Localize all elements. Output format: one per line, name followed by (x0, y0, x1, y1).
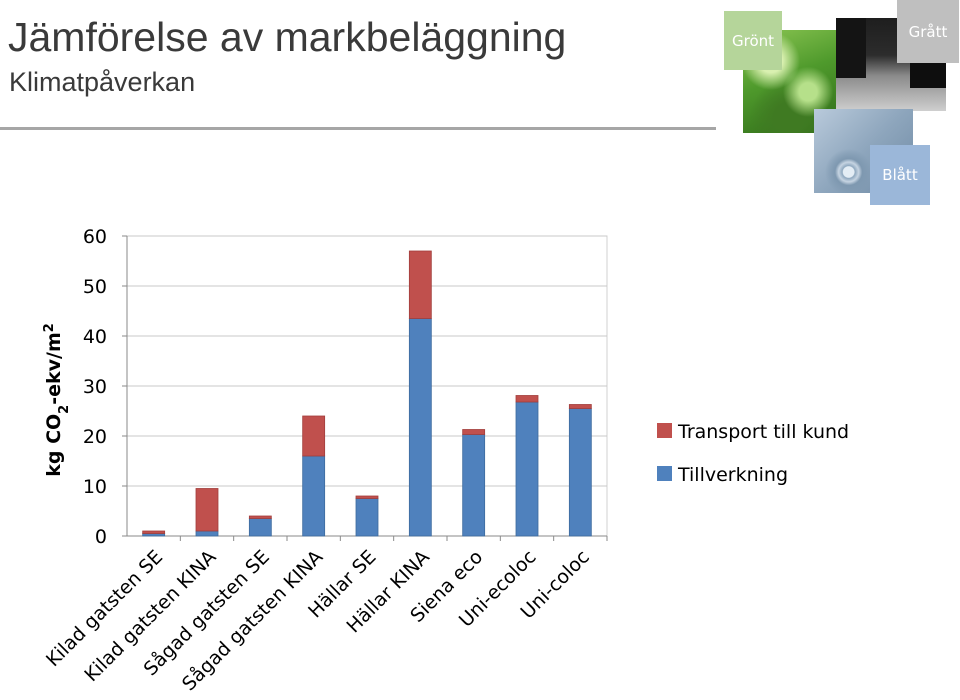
bar-segment (195, 530, 219, 537)
title-divider (0, 127, 716, 130)
bar-segment (248, 518, 272, 537)
legend-swatch (657, 423, 672, 438)
bar-segment (568, 408, 592, 537)
bar-segment (355, 498, 379, 537)
y-tick-label: 0 (95, 526, 107, 548)
legend-label: Transport till kund (677, 421, 849, 443)
tile-blatt-label: Blått (882, 166, 918, 184)
page-title: Jämförelse av markbeläggning (8, 14, 567, 60)
tile-gratt-label: Grått (908, 22, 948, 41)
bar-segment (515, 395, 539, 403)
tile-gratt: Grått (897, 0, 959, 63)
y-tick-label: 60 (83, 226, 107, 248)
bar-segment (408, 318, 432, 537)
y-tick-label: 30 (83, 376, 107, 398)
y-axis: 0 10 20 30 40 50 60 (83, 226, 607, 548)
bar-segment (248, 515, 272, 519)
legend: Transport till kund Tillverkning (657, 421, 849, 486)
bar-segment (302, 415, 326, 457)
y-tick-label: 20 (83, 426, 107, 448)
bar-segment (568, 404, 592, 409)
page-subtitle: Klimatpåverkan (9, 67, 196, 97)
legend-label: Tillverkning (677, 464, 788, 486)
bar-segment (195, 488, 219, 532)
tile-gront: Grönt (724, 11, 782, 70)
street-building (836, 18, 866, 78)
bar-segment (408, 250, 432, 319)
bar-segment (515, 401, 539, 537)
legend-swatch (657, 466, 672, 481)
y-tick-label: 40 (83, 326, 107, 348)
y-axis-label: kg CO2-ekv/m2 (42, 323, 72, 477)
bar-segment (302, 455, 326, 537)
y-tick-label: 10 (83, 476, 107, 498)
bar-segment (355, 495, 379, 499)
tile-gront-label: Grönt (731, 31, 775, 50)
bar-segment (462, 434, 486, 537)
bar-segment (142, 530, 166, 534)
bar-segment (462, 429, 486, 435)
bars (142, 250, 592, 537)
tile-blatt: Blått (870, 145, 930, 205)
y-tick-label: 50 (83, 276, 107, 298)
